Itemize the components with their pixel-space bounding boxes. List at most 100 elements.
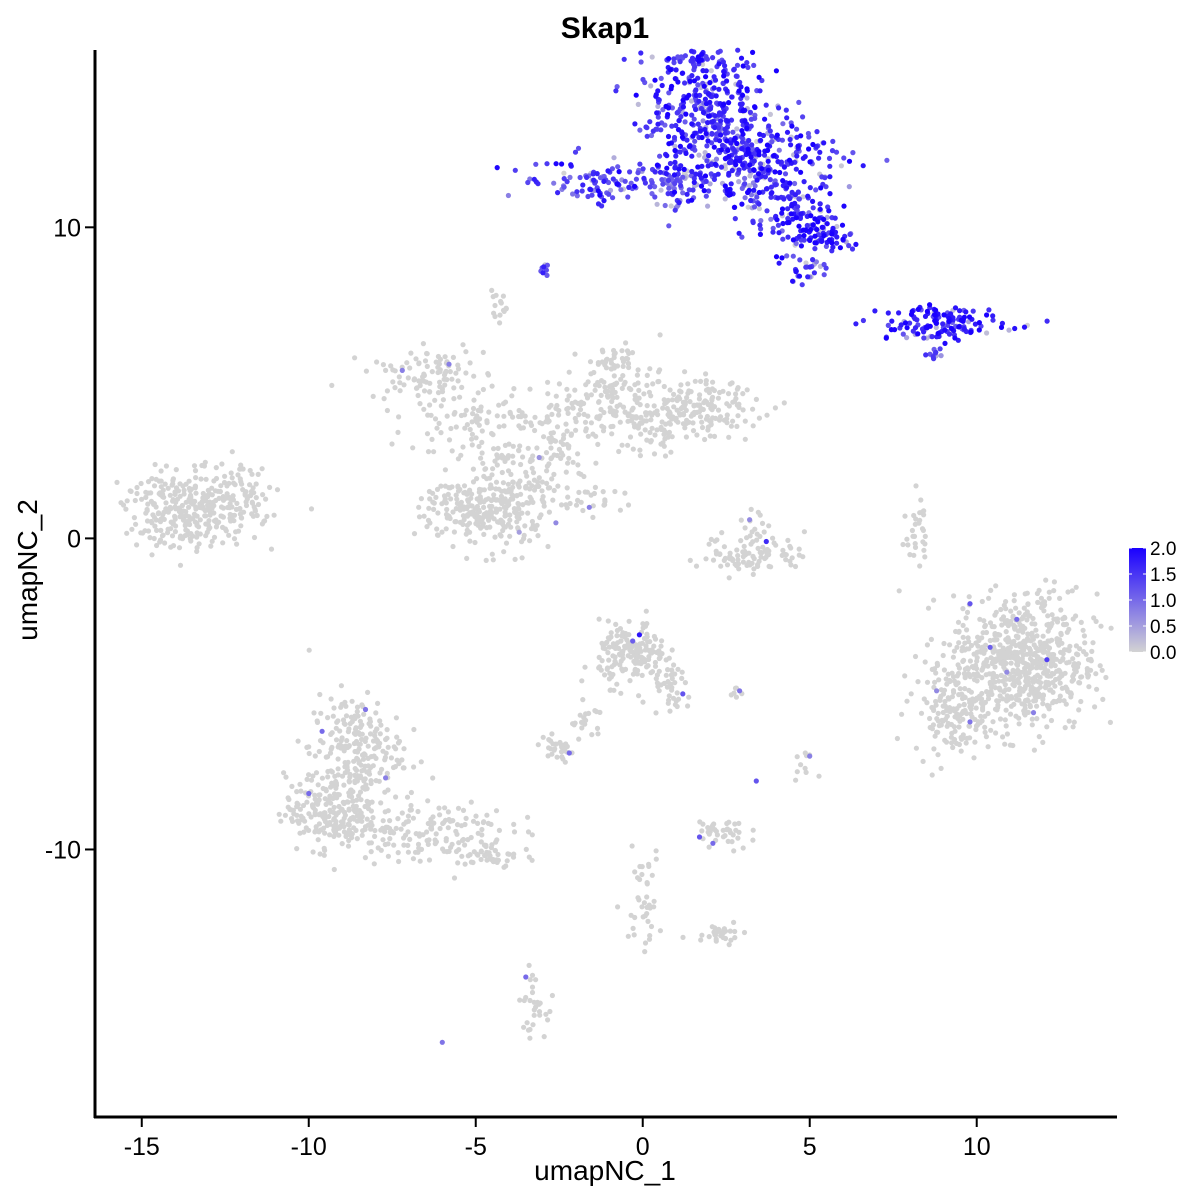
cell-point — [812, 240, 818, 246]
cell-point — [433, 494, 439, 500]
cell-point — [565, 460, 571, 466]
cell-point — [596, 616, 602, 622]
cell-point — [741, 543, 747, 550]
cell-point — [411, 376, 418, 382]
cell-point — [546, 509, 553, 515]
cell-point — [227, 511, 233, 518]
cell-point — [940, 652, 946, 659]
cell-point — [308, 506, 315, 512]
cell-point — [764, 550, 770, 556]
cell-point — [915, 331, 921, 337]
cell-point — [635, 170, 641, 176]
cell-point — [547, 1008, 553, 1015]
cell-point — [758, 218, 764, 224]
cell-point — [684, 395, 690, 401]
cell-point — [678, 382, 684, 388]
cell-point — [962, 686, 968, 692]
cell-point — [340, 717, 347, 723]
cell-point — [425, 841, 431, 848]
cell-point — [651, 403, 657, 409]
cell-point — [708, 826, 714, 832]
cell-point — [794, 153, 800, 159]
cell-point — [625, 502, 632, 508]
cell-point — [736, 829, 742, 835]
cell-point — [641, 391, 647, 397]
cell-point — [1061, 647, 1068, 653]
cell-point — [763, 554, 769, 560]
cell-point — [746, 183, 753, 189]
cell-point — [377, 718, 383, 724]
cell-point — [395, 850, 401, 856]
cell-point — [205, 506, 211, 512]
cell-point — [737, 688, 743, 694]
cell-point — [1015, 667, 1021, 673]
cell-point — [780, 178, 786, 184]
cell-point — [992, 664, 998, 670]
cell-point — [529, 457, 535, 463]
cell-point — [728, 555, 734, 561]
cell-point — [1041, 642, 1047, 648]
cell-point — [154, 542, 160, 549]
cell-point — [174, 505, 181, 512]
cell-point — [757, 88, 763, 94]
cell-point — [165, 485, 171, 491]
cell-point — [1019, 701, 1025, 707]
cell-point — [794, 754, 800, 760]
cell-point — [514, 514, 520, 520]
cell-point — [726, 100, 732, 106]
cell-point — [127, 488, 133, 494]
cell-point — [1042, 685, 1049, 691]
cell-point — [1074, 651, 1080, 657]
cell-point — [363, 735, 369, 741]
cell-point — [746, 137, 752, 144]
cell-point — [639, 672, 645, 679]
cell-point — [464, 512, 471, 518]
cell-point — [524, 473, 530, 479]
cell-point — [980, 705, 986, 711]
cell-point — [647, 366, 653, 372]
cell-point — [416, 514, 423, 520]
cell-point — [457, 507, 463, 513]
cell-point — [799, 282, 805, 288]
cell-point — [644, 894, 650, 900]
cell-point — [220, 540, 226, 546]
cell-point — [788, 211, 794, 217]
cell-point — [632, 396, 638, 402]
cell-point — [366, 768, 372, 774]
cell-point — [593, 433, 599, 439]
cell-point — [734, 402, 740, 408]
cell-point — [216, 519, 222, 525]
cell-point — [734, 547, 740, 553]
cell-point — [316, 748, 322, 755]
cell-point — [973, 726, 979, 733]
cell-point — [689, 55, 696, 61]
cell-point — [747, 517, 753, 523]
cell-point — [641, 900, 648, 906]
cell-point — [396, 374, 402, 380]
cell-point — [531, 1012, 537, 1018]
cell-point — [391, 842, 397, 848]
cell-point — [920, 758, 926, 765]
cell-point — [630, 638, 636, 644]
cell-point — [1038, 680, 1044, 686]
cell-point — [706, 418, 713, 424]
cell-point — [690, 420, 696, 426]
cell-point — [662, 453, 669, 459]
cell-point — [229, 475, 235, 481]
cell-point — [776, 147, 782, 153]
cell-point — [740, 549, 746, 555]
cell-point — [667, 387, 673, 393]
cell-point — [186, 478, 192, 484]
cell-point — [157, 537, 164, 543]
cell-point — [1001, 689, 1007, 695]
cell-point — [933, 349, 939, 355]
cell-point — [489, 430, 495, 437]
cell-point — [649, 425, 655, 431]
cell-point — [1089, 648, 1095, 655]
cell-point — [362, 824, 369, 830]
cell-point — [573, 502, 580, 508]
cell-point — [971, 698, 977, 704]
cell-point — [682, 53, 689, 59]
cell-point — [523, 485, 529, 491]
cell-point — [995, 702, 1001, 708]
